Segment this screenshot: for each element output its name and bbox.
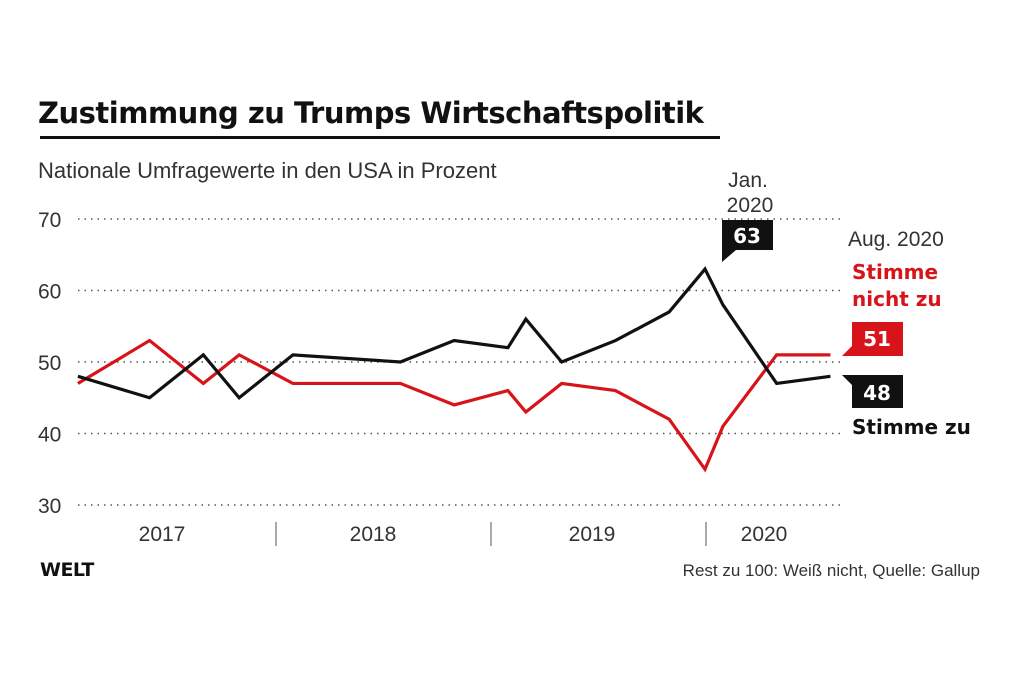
- source-note: Rest zu 100: Weiß nicht, Quelle: Gallup: [682, 561, 980, 580]
- y-tick-label: 30: [38, 495, 61, 518]
- x-tick-label: 2020: [741, 523, 788, 546]
- legend-disapprove-line2: nicht zu: [852, 287, 942, 311]
- title-underline: [40, 136, 720, 139]
- x-tick-label: 2018: [350, 523, 397, 546]
- x-tick-label: 2019: [569, 523, 616, 546]
- annotation-jan-label: Jan.: [728, 169, 768, 192]
- y-tick-label: 70: [38, 209, 61, 232]
- value-badge-aug-disapprove: [842, 322, 903, 356]
- annotation-jan-year: 2020: [727, 194, 774, 217]
- annotation-aug-label: Aug. 2020: [848, 228, 944, 251]
- chart-title: Zustimmung zu Trumps Wirtschaftspolitik: [38, 96, 704, 130]
- legend-disapprove-line1: Stimme: [852, 260, 938, 284]
- legend-approve: Stimme zu: [852, 415, 971, 439]
- chart-subtitle: Nationale Umfragewerte in den USA in Pro…: [38, 158, 497, 183]
- value-aug-approve: 48: [863, 381, 891, 405]
- value-jan: 63: [733, 224, 761, 248]
- series-line-approve: [77, 266, 831, 400]
- y-tick-label: 50: [38, 352, 61, 375]
- welt-logo: WELT: [40, 559, 94, 581]
- y-tick-label: 60: [38, 281, 61, 304]
- x-tick-label: 2017: [139, 523, 186, 546]
- value-badge-aug-approve: [842, 375, 903, 408]
- series-line-disapprove: [77, 338, 831, 473]
- value-badge-jan: [722, 220, 773, 262]
- y-tick-label: 40: [38, 424, 61, 447]
- value-aug-disapprove: 51: [863, 327, 891, 351]
